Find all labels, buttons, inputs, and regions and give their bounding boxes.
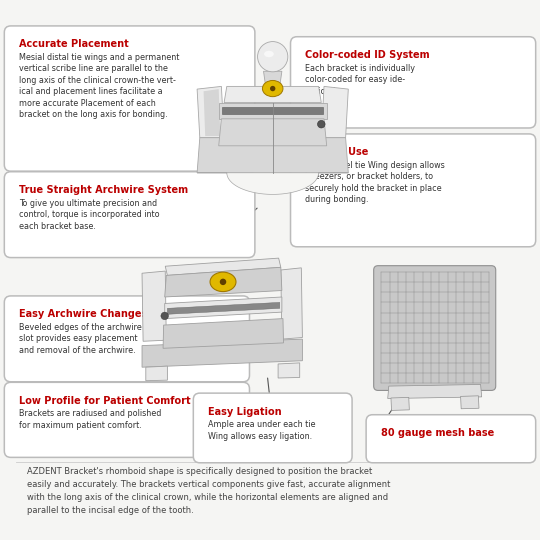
Polygon shape [281,268,302,339]
Polygon shape [165,258,281,275]
FancyBboxPatch shape [193,393,352,463]
FancyBboxPatch shape [4,382,249,457]
FancyBboxPatch shape [291,134,536,247]
Polygon shape [224,86,321,103]
Polygon shape [165,297,282,319]
Text: Beveled edges of the archwire
slot provides easy placement
and removal of the ar: Beveled edges of the archwire slot provi… [19,323,141,355]
Polygon shape [204,89,220,136]
Text: Each bracket is individually
color-coded for easy ide-
ntification.: Each bracket is individually color-coded… [305,64,415,96]
Text: Accurate Placement: Accurate Placement [19,39,129,50]
FancyBboxPatch shape [291,37,536,128]
Polygon shape [391,397,409,410]
Text: Easy Archwire Changes: Easy Archwire Changes [19,309,147,320]
Polygon shape [142,271,166,341]
FancyBboxPatch shape [374,266,496,390]
Circle shape [161,312,168,320]
Text: Ample area under each tie
Wing allows easy ligation.: Ample area under each tie Wing allows ea… [208,420,315,441]
Text: Mesial distal tie wings and a permanent
vertical scribe line are parallel to the: Mesial distal tie wings and a permanent … [19,53,179,119]
Circle shape [318,120,325,128]
Polygon shape [461,396,479,409]
Text: True Straight Archwire System: True Straight Archwire System [19,185,188,195]
Ellipse shape [210,272,236,292]
Ellipse shape [262,80,283,97]
FancyBboxPatch shape [366,415,536,463]
Polygon shape [321,86,348,138]
Circle shape [258,42,288,72]
Polygon shape [278,363,300,378]
Polygon shape [219,119,327,146]
FancyBboxPatch shape [4,26,255,171]
Polygon shape [197,138,348,173]
Bar [222,107,323,114]
Text: Low Profile for Patient Comfort: Low Profile for Patient Comfort [19,396,191,406]
Circle shape [220,279,226,285]
Text: AZDENT Bracket's rhomboid shape is specifically designed to position the bracket: AZDENT Bracket's rhomboid shape is speci… [27,467,390,515]
Text: Easy Ligation: Easy Ligation [208,407,281,417]
Text: Brackets are radiused and polished
for maximum patient comfort.: Brackets are radiused and polished for m… [19,409,161,430]
Polygon shape [146,366,167,381]
Text: 80 gauge mesh base: 80 gauge mesh base [381,428,494,438]
Polygon shape [165,267,282,297]
Circle shape [270,86,275,91]
Polygon shape [142,339,302,367]
Polygon shape [197,86,224,138]
Polygon shape [388,384,482,399]
Polygon shape [163,319,284,348]
Text: The parallel tie Wing design allows
tweezers, or bracket holders, to
securely ho: The parallel tie Wing design allows twee… [305,161,445,204]
Polygon shape [167,302,280,314]
Polygon shape [197,173,348,194]
FancyBboxPatch shape [4,296,249,382]
Bar [219,103,327,119]
Polygon shape [264,71,282,86]
Text: Color-coded ID System: Color-coded ID System [305,50,430,60]
FancyBboxPatch shape [4,172,255,258]
Text: Ease of Use: Ease of Use [305,147,368,158]
Text: To give you ultimate precision and
control, torque is incorporated into
each bra: To give you ultimate precision and contr… [19,199,159,231]
Ellipse shape [264,51,274,57]
